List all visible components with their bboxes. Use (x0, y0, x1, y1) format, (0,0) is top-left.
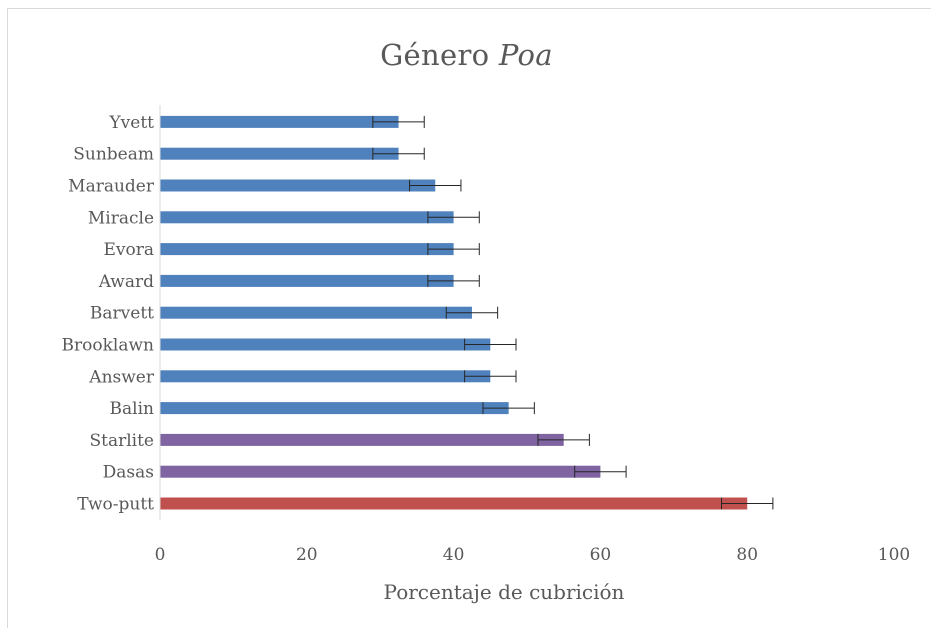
x-axis-label: Porcentaje de cubrición (384, 580, 625, 604)
x-tick-label-60: 60 (590, 545, 612, 565)
category-labels-group: Yvett Sunbeam Marauder Miracle Evora Award Bar… (62, 113, 155, 515)
bar-sunbeam (160, 147, 399, 160)
category-label-dasas: Dasas (103, 463, 154, 483)
chart-title-text: Género (380, 38, 490, 72)
bar-yvett (160, 115, 399, 128)
error-bar-barvett (445, 306, 499, 319)
category-label-barvett: Barvett (90, 304, 154, 324)
x-tick-label-20: 20 (296, 545, 318, 565)
x-tick-label-100: 100 (878, 545, 910, 565)
error-bar-answer (464, 370, 517, 383)
error-bar-starlite (537, 433, 590, 446)
error-bar-evora (427, 243, 480, 256)
category-label-award: Award (98, 272, 154, 292)
category-label-evora: Evora (103, 240, 154, 260)
bar-answer (160, 370, 491, 383)
category-label-sunbeam: Sunbeam (73, 145, 154, 165)
bar-starlite (160, 433, 564, 446)
chart-title: Género Poa (0, 38, 933, 72)
bar-two-putt (160, 497, 748, 510)
category-label-brooklawn: Brooklawn (62, 336, 155, 356)
x-tick-label-40: 40 (443, 545, 465, 565)
bar-award (160, 274, 454, 287)
error-bar-dasas (574, 465, 627, 478)
category-label-marauder: Marauder (68, 177, 155, 197)
category-label-miracle: Miracle (88, 208, 154, 228)
bar-brooklawn (160, 338, 491, 351)
error-bar-yvett (372, 115, 425, 128)
category-label-yvett: Yvett (108, 113, 154, 133)
category-label-answer: Answer (88, 367, 155, 387)
bar-evora (160, 243, 454, 256)
chart-title-species: Poa (498, 38, 553, 72)
error-bar-sunbeam (372, 147, 425, 160)
bar-barvett (160, 306, 472, 319)
error-bar-award (427, 274, 480, 287)
bar-balin (160, 402, 509, 415)
category-label-starlite: Starlite (89, 431, 154, 451)
category-label-two-putt: Two-putt (77, 495, 154, 515)
error-bar-balin (482, 402, 535, 415)
bars-group (160, 115, 748, 510)
x-tick-label-80: 80 (736, 545, 758, 565)
error-bar-brooklawn (464, 338, 517, 351)
error-bar-miracle (427, 211, 480, 224)
bar-miracle (160, 211, 454, 224)
error-bar-marauder (409, 179, 462, 192)
bar-dasas (160, 465, 601, 478)
x-tick-labels-group: 0 20 40 60 80 100 (155, 545, 911, 565)
x-tick-label-0: 0 (155, 545, 166, 565)
error-bars-group (372, 115, 774, 510)
category-label-balin: Balin (110, 399, 155, 419)
bar-marauder (160, 179, 436, 192)
error-bar-two-putt (721, 497, 774, 510)
